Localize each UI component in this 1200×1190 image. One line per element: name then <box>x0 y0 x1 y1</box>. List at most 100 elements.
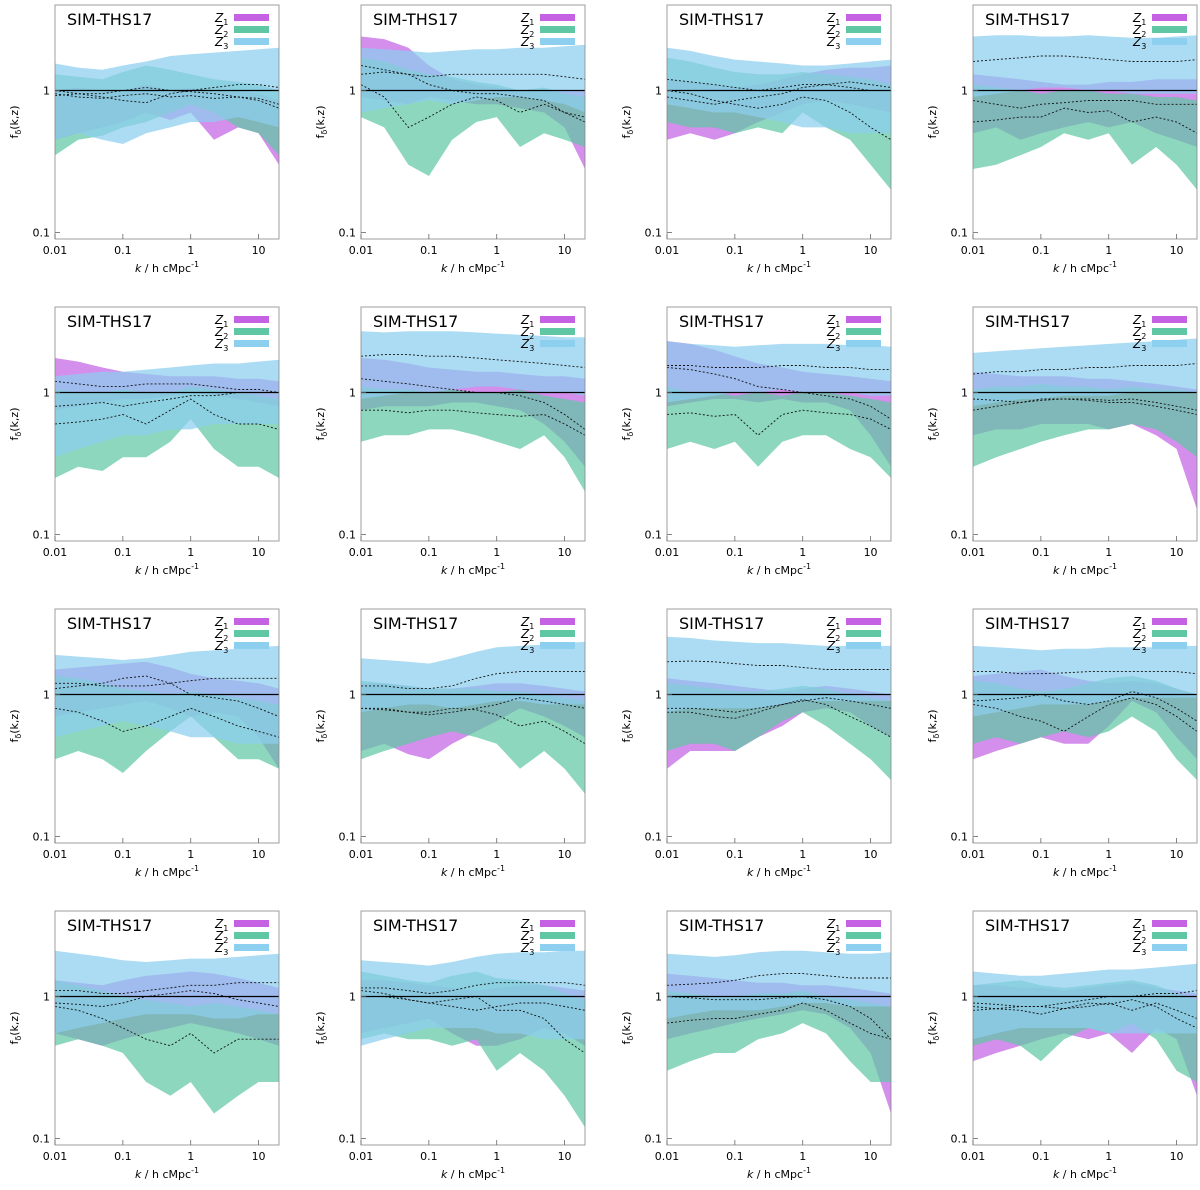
x-axis-label: k / h cMpc-1 <box>441 260 505 275</box>
x-tick-label: 10 <box>252 1150 266 1163</box>
panel-title: SIM-THS17 <box>985 10 1070 29</box>
y-tick-label: 0.1 <box>645 529 663 542</box>
y-axis-label: fδ(k,z) <box>926 709 941 742</box>
panel-title: SIM-THS17 <box>679 312 764 331</box>
x-tick-label: 10 <box>558 848 572 861</box>
panel-6: 0.01 0.1 1 10 0.1 1 k / h cMpc-1 fδ(k,z) SIM-THS… <box>314 306 586 577</box>
legend-label-z3: Z3 <box>1132 941 1146 957</box>
median-z1 <box>361 697 585 716</box>
legend-label-z2: Z2 <box>826 929 840 945</box>
panel-7: 0.01 0.1 1 10 0.1 1 k / h cMpc-1 fδ(k,z) SIM-THS… <box>620 306 892 577</box>
x-axis-label: k / h cMpc-1 <box>135 864 199 879</box>
x-tick-label: 0.1 <box>420 546 438 559</box>
x-tick-label: 1 <box>1105 1150 1112 1163</box>
legend-swatch-z2 <box>846 328 881 335</box>
legend-label-z2: Z2 <box>214 23 228 39</box>
x-tick-label: 0.1 <box>114 1150 132 1163</box>
y-tick-label: 1 <box>655 84 662 97</box>
legend-swatch-z2 <box>540 26 575 33</box>
x-tick-label: 1 <box>799 848 806 861</box>
legend-label-z1: Z1 <box>1132 313 1146 329</box>
band-z3 <box>667 636 891 713</box>
legend-label-z2: Z2 <box>520 325 534 341</box>
legend-label-z1: Z1 <box>826 11 840 27</box>
median-z1 <box>973 100 1197 109</box>
median-z2 <box>55 398 279 430</box>
median-z3 <box>361 671 585 690</box>
y-tick-label: 0.1 <box>33 1133 51 1146</box>
y-tick-label: 1 <box>655 990 662 1003</box>
band-z3 <box>361 331 585 399</box>
y-tick-label: 0.1 <box>33 227 51 240</box>
x-tick-label: 0.01 <box>655 244 680 257</box>
legend-swatch-z3 <box>540 642 575 649</box>
legend-swatch-z3 <box>1152 340 1187 347</box>
legend-swatch-z3 <box>1152 642 1187 649</box>
legend-label-z2: Z2 <box>826 325 840 341</box>
y-tick-label: 1 <box>349 990 356 1003</box>
y-axis-label: fδ(k,z) <box>926 1011 941 1044</box>
panel-15: 0.01 0.1 1 10 0.1 1 k / h cMpc-1 fδ(k,z) SIM-THS… <box>620 910 892 1181</box>
x-tick-label: 10 <box>864 848 878 861</box>
legend-label-z1: Z1 <box>826 917 840 933</box>
legend-swatch-z1 <box>846 920 881 927</box>
x-tick-label: 0.1 <box>114 244 132 257</box>
plot-area <box>55 645 279 773</box>
median-z2 <box>361 84 585 128</box>
y-axis-label: fδ(k,z) <box>620 1011 635 1044</box>
plot-area <box>667 950 891 1114</box>
legend-swatch-z2 <box>234 932 269 939</box>
x-tick-label: 0.01 <box>349 848 374 861</box>
plot-frame <box>360 608 586 844</box>
x-tick-label: 1 <box>1105 848 1112 861</box>
x-tick-label: 0.01 <box>43 1150 68 1163</box>
x-tick-label: 1 <box>1105 546 1112 559</box>
panel-13: 0.01 0.1 1 10 0.1 1 k / h cMpc-1 fδ(k,z) SIM-THS… <box>8 910 280 1181</box>
x-tick-label: 10 <box>1170 1150 1184 1163</box>
band-z3 <box>973 338 1197 407</box>
y-tick-label: 1 <box>655 386 662 399</box>
legend-label-z3: Z3 <box>214 639 228 655</box>
x-tick-label: 10 <box>1170 848 1184 861</box>
band-z3 <box>361 641 585 713</box>
x-tick-label: 0.1 <box>726 244 744 257</box>
x-tick-label: 0.1 <box>1032 848 1050 861</box>
y-axis-label: fδ(k,z) <box>8 407 23 440</box>
legend-label-z2: Z2 <box>520 929 534 945</box>
legend-swatch-z1 <box>1152 14 1187 21</box>
plot-frame <box>972 306 1198 542</box>
legend-label-z1: Z1 <box>520 313 534 329</box>
median-z3 <box>361 982 585 994</box>
median-z1 <box>973 1002 1197 1019</box>
x-tick-label: 0.1 <box>1032 546 1050 559</box>
y-tick-label: 0.1 <box>951 227 969 240</box>
legend-label-z3: Z3 <box>1132 337 1146 353</box>
legend-label-z1: Z1 <box>826 615 840 631</box>
y-tick-label: 1 <box>961 84 968 97</box>
x-tick-label: 1 <box>187 1150 194 1163</box>
legend-swatch-z1 <box>540 618 575 625</box>
legend-label-z1: Z1 <box>520 615 534 631</box>
y-tick-label: 0.1 <box>33 529 51 542</box>
plot-area <box>55 47 279 165</box>
legend-swatch-z1 <box>846 316 881 323</box>
x-tick-label: 0.1 <box>420 244 438 257</box>
y-tick-label: 0.1 <box>951 529 969 542</box>
plot-frame <box>972 910 1198 1146</box>
plot-frame <box>360 4 586 240</box>
plot-area <box>973 338 1197 510</box>
legend-swatch-z2 <box>540 932 575 939</box>
x-tick-label: 1 <box>187 244 194 257</box>
legend-label-z3: Z3 <box>520 337 534 353</box>
x-tick-label: 10 <box>558 244 572 257</box>
legend-swatch-z2 <box>1152 328 1187 335</box>
x-tick-label: 1 <box>187 848 194 861</box>
median-z1 <box>667 81 891 105</box>
legend-swatch-z3 <box>540 38 575 45</box>
legend-label-z2: Z2 <box>1132 325 1146 341</box>
panel-title: SIM-THS17 <box>985 312 1070 331</box>
legend-label-z3: Z3 <box>520 941 534 957</box>
